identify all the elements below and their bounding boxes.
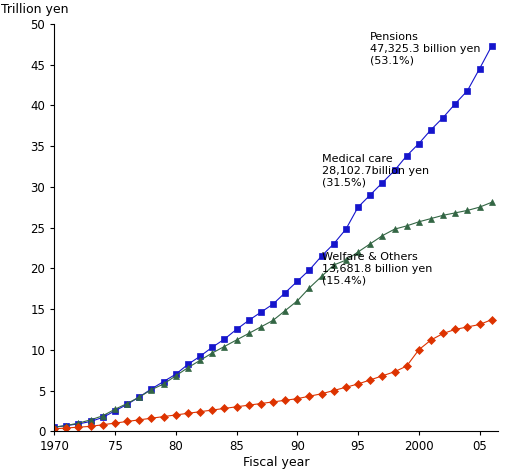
Text: Medical care
28,102.7billion yen
(31.5%): Medical care 28,102.7billion yen (31.5%) bbox=[322, 154, 429, 188]
Text: Trillion yen: Trillion yen bbox=[1, 3, 69, 16]
X-axis label: Fiscal year: Fiscal year bbox=[243, 456, 309, 469]
Text: Welfare & Others
13,681.8 billion yen
(15.4%): Welfare & Others 13,681.8 billion yen (1… bbox=[322, 252, 432, 285]
Text: Pensions
47,325.3 billion yen
(53.1%): Pensions 47,325.3 billion yen (53.1%) bbox=[370, 32, 481, 65]
